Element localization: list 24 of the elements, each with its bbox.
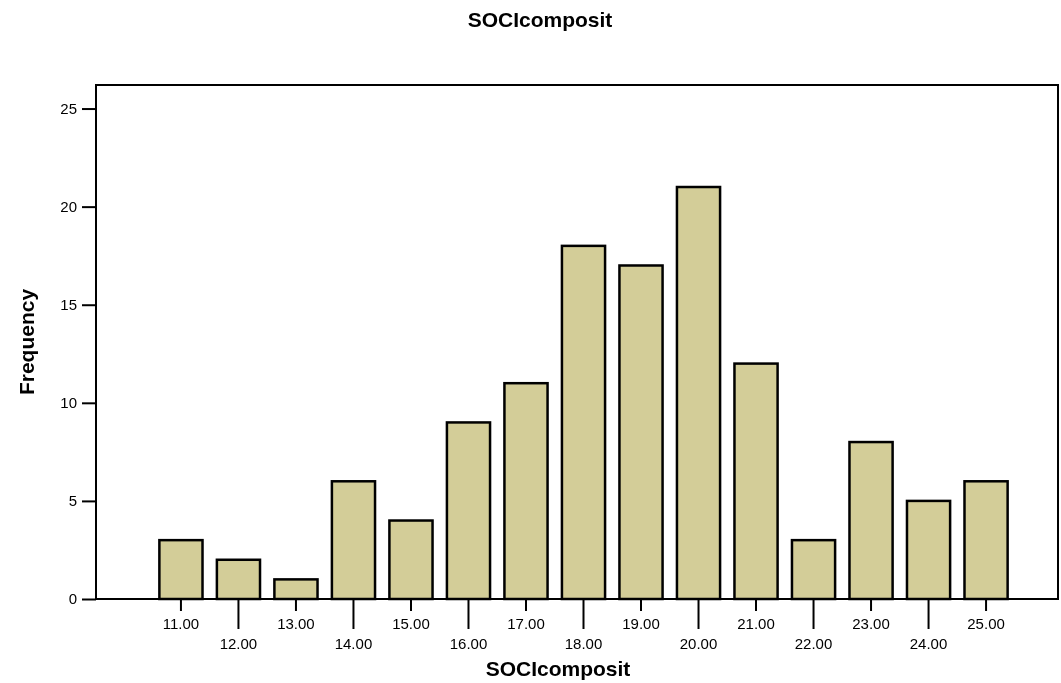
chart-title: SOCIcomposit (467, 8, 613, 31)
x-tick-label: 20.00 (679, 635, 718, 652)
x-tick-label: 24.00 (909, 635, 948, 652)
y-axis-title: Frequency (15, 288, 38, 396)
y-tick-label: 20 (60, 197, 77, 215)
y-tick-label: 25 (60, 99, 77, 117)
x-tick-label: 19.00 (622, 615, 660, 632)
y-tick-label: 5 (68, 492, 77, 510)
x-tick-label: 13.00 (277, 615, 315, 632)
y-tick-label: 15 (60, 296, 77, 314)
x-tick-label: 17.00 (507, 615, 545, 632)
x-tick-label: 16.00 (449, 635, 488, 652)
x-tick-label: 23.00 (852, 615, 890, 632)
x-tick-label: 21.00 (737, 615, 775, 632)
x-tick-label: 22.00 (794, 635, 833, 652)
y-tick-label: 0 (68, 590, 77, 608)
x-axis-title: SOCIcomposit (485, 657, 631, 680)
x-tick-label: 25.00 (967, 615, 1005, 632)
x-tick-label: 18.00 (564, 635, 603, 652)
y-tick-label: 10 (60, 394, 77, 412)
x-tick-label: 15.00 (392, 615, 430, 632)
x-tick-label: 14.00 (334, 635, 373, 652)
x-tick-label: 12.00 (219, 635, 258, 652)
x-tick-label: 11.00 (162, 615, 200, 632)
